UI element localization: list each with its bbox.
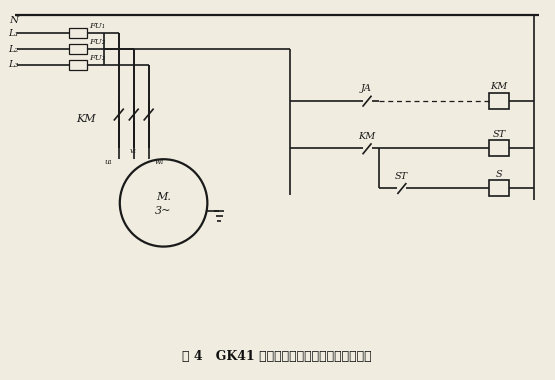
Text: JA: JA xyxy=(361,84,372,93)
Bar xyxy=(69,28,87,38)
Text: v₁: v₁ xyxy=(130,147,137,155)
Text: L₂: L₂ xyxy=(8,44,19,54)
Bar xyxy=(69,60,87,70)
Text: FU₂: FU₂ xyxy=(89,38,105,46)
Text: KM: KM xyxy=(358,132,375,141)
Text: ST: ST xyxy=(395,172,408,180)
Text: L₃: L₃ xyxy=(8,60,19,70)
Text: 3~: 3~ xyxy=(155,206,172,216)
Text: N: N xyxy=(9,16,18,25)
Text: FU₃: FU₃ xyxy=(89,54,105,62)
Text: w₁: w₁ xyxy=(155,158,164,166)
Bar xyxy=(489,93,509,109)
Bar xyxy=(489,180,509,196)
Text: S: S xyxy=(496,169,502,179)
Bar xyxy=(489,140,509,156)
Bar xyxy=(69,44,87,54)
Text: L₁: L₁ xyxy=(8,28,19,38)
Text: u₁: u₁ xyxy=(105,158,113,166)
Text: FU₁: FU₁ xyxy=(89,22,105,30)
Text: 图 4   GK41 型高速封包机头控制器的改进电路: 图 4 GK41 型高速封包机头控制器的改进电路 xyxy=(182,350,372,363)
Text: KM: KM xyxy=(76,114,96,124)
Text: KM: KM xyxy=(490,82,507,91)
Text: ST: ST xyxy=(492,130,506,139)
Text: M.: M. xyxy=(156,192,171,202)
